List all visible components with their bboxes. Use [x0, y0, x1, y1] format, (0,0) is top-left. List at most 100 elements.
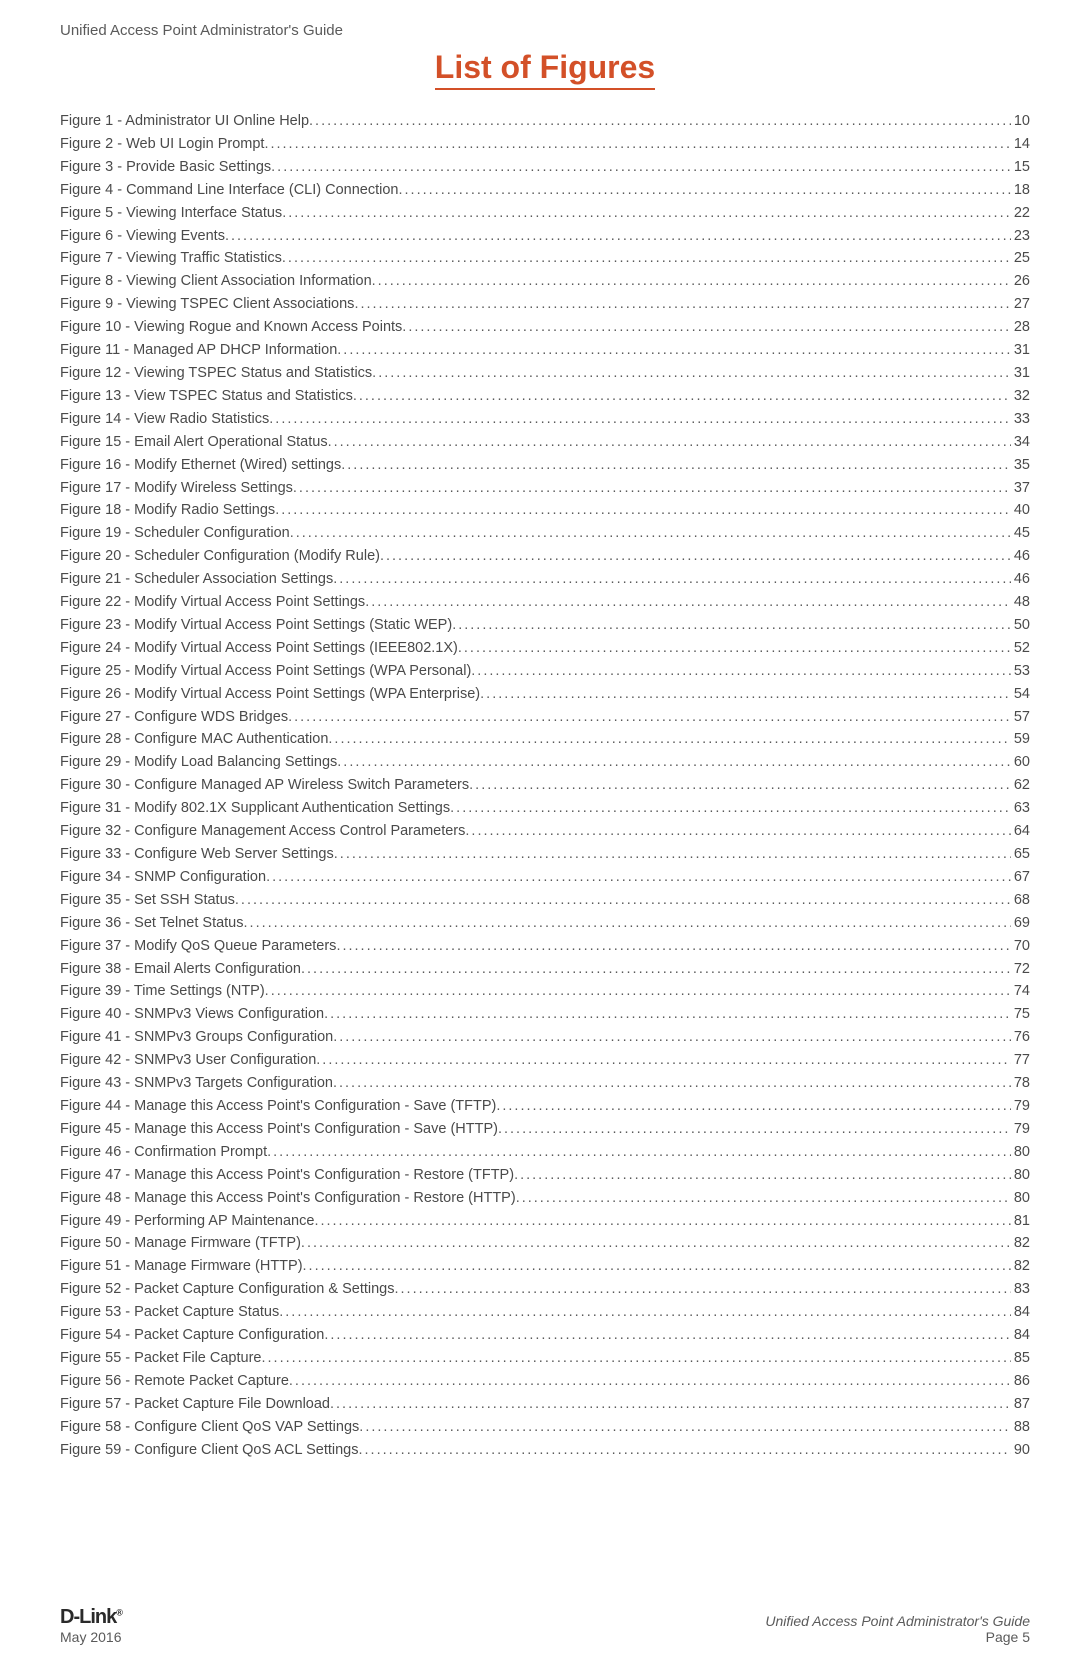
toc-leader-dots	[303, 1255, 1011, 1278]
toc-page-number: 80	[1011, 1141, 1030, 1164]
toc-page-number: 46	[1011, 568, 1030, 591]
toc-leader-dots	[450, 797, 1011, 820]
toc-page-number: 31	[1011, 339, 1030, 362]
toc-label: Figure 53 - Packet Capture Status	[60, 1301, 279, 1324]
toc-entry: Figure 35 - Set SSH Status 68	[60, 889, 1030, 912]
toc-leader-dots	[261, 1347, 1010, 1370]
toc-leader-dots	[465, 820, 1010, 843]
toc-label: Figure 16 - Modify Ethernet (Wired) sett…	[60, 454, 341, 477]
toc-entry: Figure 13 - View TSPEC Status and Statis…	[60, 385, 1030, 408]
toc-entry: Figure 33 - Configure Web Server Setting…	[60, 843, 1030, 866]
toc-label: Figure 20 - Scheduler Configuration (Mod…	[60, 545, 380, 568]
toc-label: Figure 56 - Remote Packet Capture	[60, 1370, 289, 1393]
toc-entry: Figure 58 - Configure Client QoS VAP Set…	[60, 1416, 1030, 1439]
toc-leader-dots	[293, 477, 1011, 500]
toc-page-number: 10	[1011, 110, 1030, 133]
toc-page-number: 75	[1011, 1003, 1030, 1026]
toc-label: Figure 7 - Viewing Traffic Statistics	[60, 247, 282, 270]
toc-label: Figure 18 - Modify Radio Settings	[60, 499, 275, 522]
toc-entry: Figure 28 - Configure MAC Authentication…	[60, 728, 1030, 751]
toc-entry: Figure 51 - Manage Firmware (HTTP) 82	[60, 1255, 1030, 1278]
toc-entry: Figure 6 - Viewing Events 23	[60, 225, 1030, 248]
toc-entry: Figure 32 - Configure Management Access …	[60, 820, 1030, 843]
toc-entry: Figure 56 - Remote Packet Capture 86	[60, 1370, 1030, 1393]
toc-label: Figure 39 - Time Settings (NTP)	[60, 980, 265, 1003]
toc-page-number: 77	[1011, 1049, 1030, 1072]
toc-label: Figure 29 - Modify Load Balancing Settin…	[60, 751, 337, 774]
toc-page-number: 67	[1011, 866, 1030, 889]
toc-page-number: 34	[1011, 431, 1030, 454]
toc-entry: Figure 44 - Manage this Access Point's C…	[60, 1095, 1030, 1118]
toc-entry: Figure 26 - Modify Virtual Access Point …	[60, 683, 1030, 706]
toc-entry: Figure 53 - Packet Capture Status 84	[60, 1301, 1030, 1324]
toc-label: Figure 35 - Set SSH Status	[60, 889, 235, 912]
toc-leader-dots	[333, 1026, 1011, 1049]
toc-leader-dots	[365, 591, 1011, 614]
toc-entry: Figure 52 - Packet Capture Configuration…	[60, 1278, 1030, 1301]
toc-page-number: 72	[1011, 958, 1030, 981]
toc-label: Figure 3 - Provide Basic Settings	[60, 156, 271, 179]
toc-page-number: 45	[1011, 522, 1030, 545]
toc-page-number: 79	[1011, 1118, 1030, 1141]
toc-label: Figure 45 - Manage this Access Point's C…	[60, 1118, 498, 1141]
toc-page-number: 80	[1011, 1164, 1030, 1187]
toc-label: Figure 47 - Manage this Access Point's C…	[60, 1164, 514, 1187]
toc-label: Figure 28 - Configure MAC Authentication	[60, 728, 328, 751]
toc-leader-dots	[271, 156, 1011, 179]
toc-entry: Figure 42 - SNMPv3 User Configuration 77	[60, 1049, 1030, 1072]
toc-leader-dots	[269, 408, 1011, 431]
toc-label: Figure 10 - Viewing Rogue and Known Acce…	[60, 316, 402, 339]
toc-page-number: 26	[1011, 270, 1030, 293]
toc-leader-dots	[372, 270, 1011, 293]
toc-entry: Figure 57 - Packet Capture File Download…	[60, 1393, 1030, 1416]
toc-leader-dots	[333, 568, 1011, 591]
toc-entry: Figure 14 - View Radio Statistics 33	[60, 408, 1030, 431]
toc-label: Figure 19 - Scheduler Configuration	[60, 522, 290, 545]
toc-page-number: 60	[1011, 751, 1030, 774]
toc-page-number: 63	[1011, 797, 1030, 820]
toc-label: Figure 58 - Configure Client QoS VAP Set…	[60, 1416, 359, 1439]
toc-page-number: 40	[1011, 499, 1030, 522]
toc-label: Figure 52 - Packet Capture Configuration…	[60, 1278, 394, 1301]
toc-leader-dots	[341, 454, 1011, 477]
toc-leader-dots	[301, 1232, 1011, 1255]
toc-leader-dots	[333, 1072, 1011, 1095]
toc-entry: Figure 2 - Web UI Login Prompt 14	[60, 133, 1030, 156]
toc-page-number: 82	[1011, 1255, 1030, 1278]
toc-page-number: 46	[1011, 545, 1030, 568]
toc-entry: Figure 24 - Modify Virtual Access Point …	[60, 637, 1030, 660]
toc-page-number: 31	[1011, 362, 1030, 385]
toc-page-number: 83	[1011, 1278, 1030, 1301]
toc-label: Figure 34 - SNMP Configuration	[60, 866, 266, 889]
toc-page-number: 80	[1011, 1187, 1030, 1210]
toc-page-number: 86	[1011, 1370, 1030, 1393]
toc-label: Figure 24 - Modify Virtual Access Point …	[60, 637, 458, 660]
toc-leader-dots	[316, 1049, 1011, 1072]
toc-label: Figure 37 - Modify QoS Queue Parameters	[60, 935, 336, 958]
toc-label: Figure 12 - Viewing TSPEC Status and Sta…	[60, 362, 372, 385]
toc-label: Figure 27 - Configure WDS Bridges	[60, 706, 288, 729]
toc-page-number: 84	[1011, 1301, 1030, 1324]
toc-label: Figure 25 - Modify Virtual Access Point …	[60, 660, 471, 683]
page-header: Unified Access Point Administrator's Gui…	[60, 22, 1030, 39]
toc-leader-dots	[301, 958, 1011, 981]
toc-label: Figure 54 - Packet Capture Configuration	[60, 1324, 324, 1347]
toc-leader-dots	[314, 1210, 1010, 1233]
toc-label: Figure 14 - View Radio Statistics	[60, 408, 269, 431]
toc-label: Figure 26 - Modify Virtual Access Point …	[60, 683, 480, 706]
toc-leader-dots	[380, 545, 1011, 568]
toc-leader-dots	[275, 499, 1011, 522]
toc-entry: Figure 3 - Provide Basic Settings 15	[60, 156, 1030, 179]
toc-page-number: 85	[1011, 1347, 1030, 1370]
toc-label: Figure 23 - Modify Virtual Access Point …	[60, 614, 452, 637]
toc-leader-dots	[282, 247, 1011, 270]
toc-entry: Figure 49 - Performing AP Maintenance 81	[60, 1210, 1030, 1233]
figures-list: Figure 1 - Administrator UI Online Help …	[60, 110, 1030, 1461]
footer-date: May 2016	[60, 1629, 122, 1645]
toc-leader-dots	[309, 110, 1011, 133]
toc-entry: Figure 19 - Scheduler Configuration 45	[60, 522, 1030, 545]
toc-entry: Figure 54 - Packet Capture Configuration…	[60, 1324, 1030, 1347]
toc-leader-dots	[496, 1095, 1011, 1118]
toc-entry: Figure 47 - Manage this Access Point's C…	[60, 1164, 1030, 1187]
toc-page-number: 79	[1011, 1095, 1030, 1118]
